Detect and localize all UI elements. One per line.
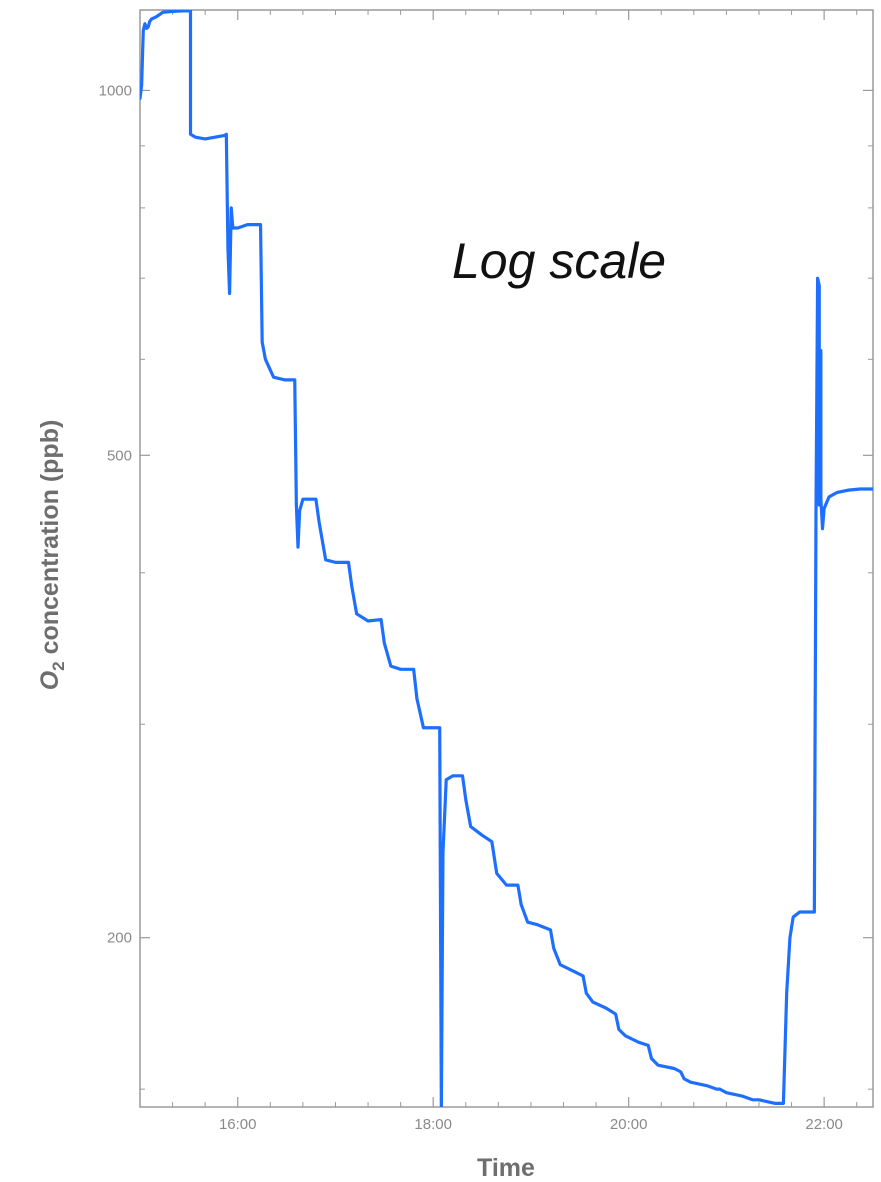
chart-annotation: Log scale: [452, 233, 666, 289]
minor-ticks: [140, 10, 873, 1107]
plot-frame: [139, 9, 874, 1108]
y-axis-title-symbol: O: [36, 670, 64, 690]
major-ticks: [140, 10, 873, 1107]
series-layer: [140, 10, 873, 1107]
tick-labels: 16:00 18:00 20:00 22:00 1000 500 200: [99, 82, 843, 1133]
y-axis-title-rest: concentration (ppb): [36, 420, 64, 662]
x-tick-label: 18:00: [414, 1116, 452, 1133]
y-tick-label: 500: [107, 447, 132, 464]
y-tick-label: 200: [107, 930, 132, 947]
series-line-1: [140, 10, 873, 1107]
y-tick-label: 1000: [99, 82, 132, 99]
x-tick-label: 16:00: [219, 1116, 257, 1133]
x-tick-label: 22:00: [805, 1116, 843, 1133]
x-axis-title: Time: [477, 1154, 535, 1182]
y-axis-title: O2 concentration (ppb): [36, 420, 68, 691]
x-tick-label: 20:00: [610, 1116, 648, 1133]
y-axis-title-subscript: 2: [49, 661, 68, 670]
